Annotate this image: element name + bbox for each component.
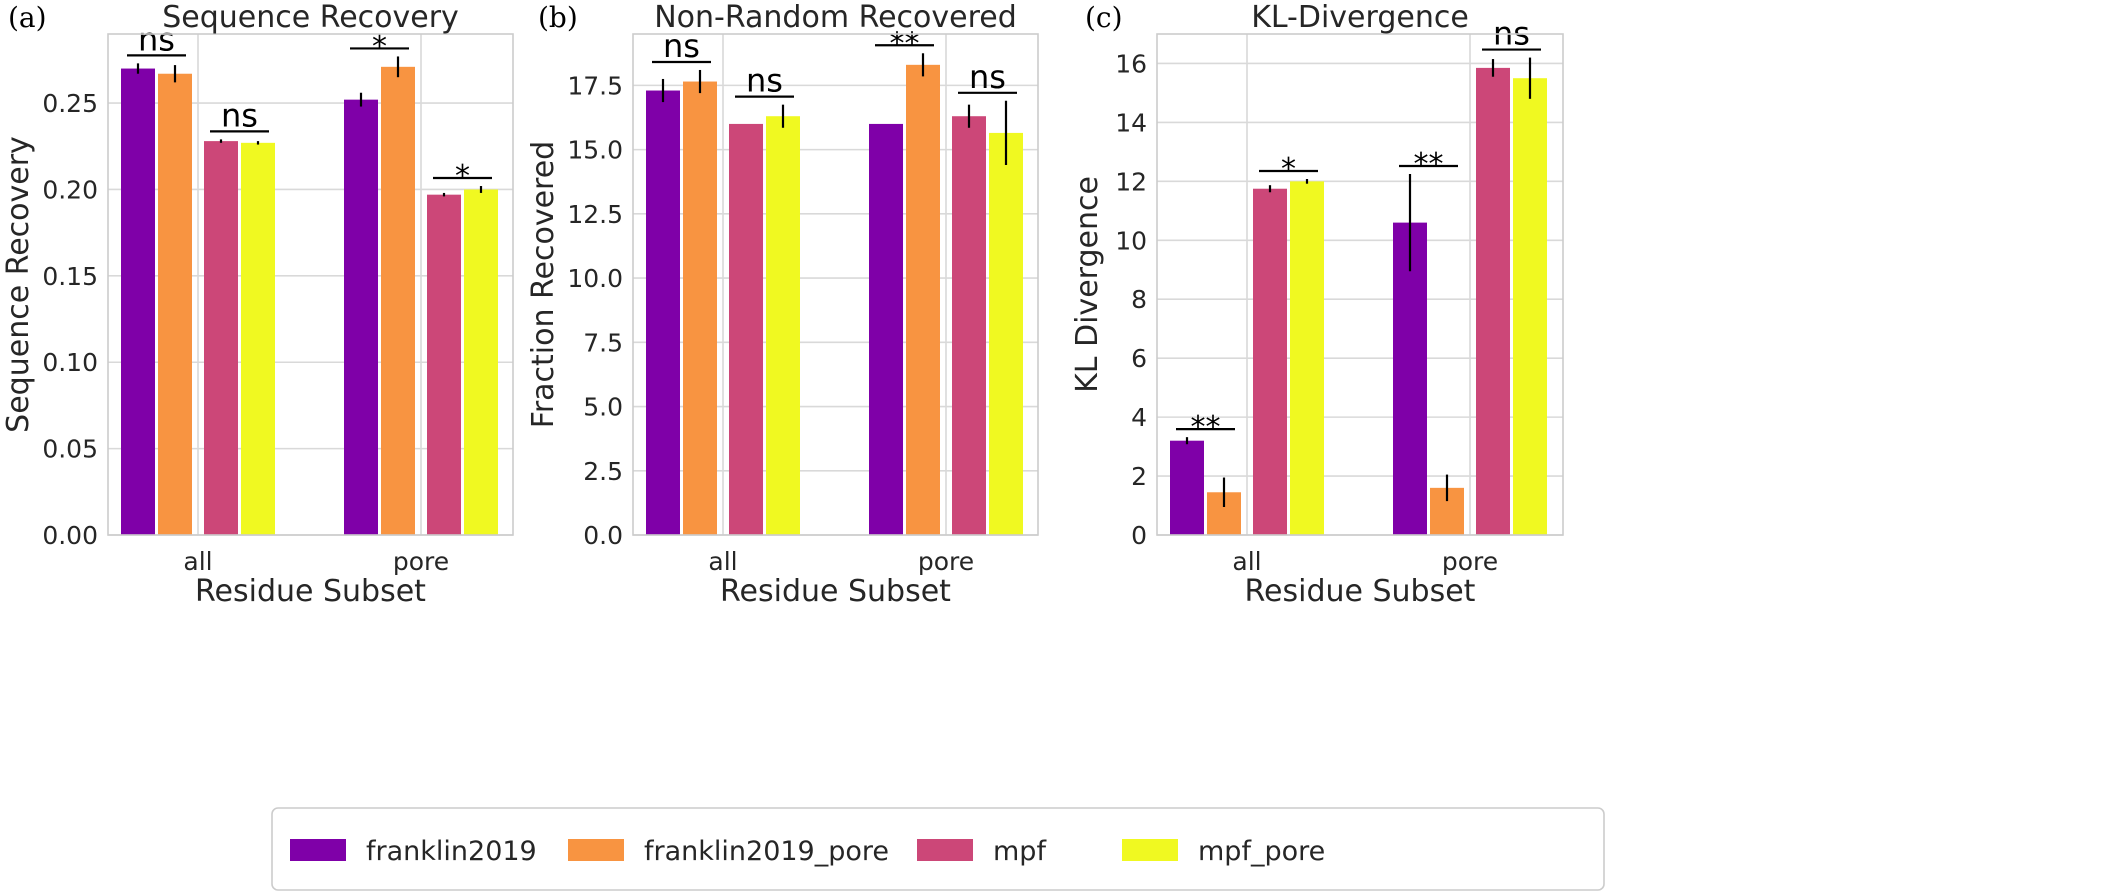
y-tick-label: 10.0: [567, 264, 623, 293]
x-axis-label: Residue Subset: [1245, 574, 1476, 609]
legend-swatch: [917, 839, 973, 861]
chart-title: Non-Random Recovered: [654, 0, 1017, 35]
panel-1: 0.00 0.05 0.10 0.15 0.20 0.25 ns ns * * all poreRes…: [1, 0, 514, 609]
bar-mpf: [952, 116, 986, 535]
significance-label: *: [1281, 152, 1296, 187]
panel-label: (c): [1085, 1, 1123, 34]
x-axis-label: Residue Subset: [195, 574, 426, 609]
x-tick-label: all: [1232, 547, 1261, 576]
bar-mpf: [427, 194, 461, 535]
bar-franklin2019: [646, 90, 680, 536]
y-tick-label: 2: [1131, 462, 1147, 491]
x-tick-label: pore: [393, 547, 449, 576]
y-tick-label: 12: [1115, 167, 1147, 196]
bar-franklin2019: [344, 99, 378, 535]
significance-label: ns: [138, 20, 175, 58]
axes-frame: [632, 33, 1039, 536]
bar-franklin2019-pore: [381, 66, 415, 536]
y-tick-label: 7.5: [583, 328, 623, 357]
bar-franklin2019: [869, 123, 903, 535]
chart-title: Sequence Recovery: [162, 0, 459, 35]
y-tick-label: 4: [1131, 403, 1147, 432]
bar-franklin2019-pore: [683, 81, 717, 536]
legend-swatch: [568, 839, 624, 861]
bar-mpf: [1253, 188, 1287, 535]
significance-label: *: [455, 159, 470, 194]
y-tick-label: 12.5: [567, 200, 623, 229]
x-tick-label: all: [708, 547, 737, 576]
y-tick-label: 6: [1131, 344, 1147, 373]
y-axis-label: Fraction Recovered: [526, 141, 561, 428]
y-tick-label: 0.0: [583, 521, 623, 550]
legend-label: franklin2019_pore: [644, 836, 889, 867]
legend-label: mpf_pore: [1198, 836, 1325, 867]
y-tick-label: 14: [1115, 108, 1147, 137]
significance-label: **: [1414, 147, 1444, 182]
bar-mpf-pore: [464, 189, 498, 535]
y-tick-label: 17.5: [567, 71, 623, 100]
y-tick-label: 2.5: [583, 457, 623, 486]
y-axis-label: KL Divergence: [1070, 176, 1105, 393]
y-tick-label: 0.15: [42, 262, 98, 291]
y-tick-label: 8: [1131, 285, 1147, 314]
panel-label: (b): [538, 1, 578, 34]
y-tick-label: 0.00: [42, 521, 98, 550]
y-tick-label: 0.20: [42, 175, 98, 204]
significance-label: **: [1191, 410, 1221, 445]
bar-franklin2019: [121, 68, 155, 535]
bar-franklin2019-pore: [906, 64, 940, 535]
y-tick-label: 0.25: [42, 89, 98, 118]
legend-label: franklin2019: [366, 836, 537, 867]
axes-frame: [1156, 33, 1564, 536]
panel-label: (a): [8, 1, 47, 34]
significance-label: ns: [746, 62, 783, 100]
bar-mpf-pore: [1290, 181, 1324, 535]
y-tick-label: 15.0: [567, 136, 623, 165]
legend: franklin2019 franklin2019_pore mpf mpf_pore: [271, 807, 1605, 891]
y-tick-label: 5.0: [583, 393, 623, 422]
significance-label: *: [372, 29, 387, 64]
bar-mpf-pore: [989, 132, 1023, 535]
legend-label: mpf: [993, 836, 1047, 867]
bar-mpf-pore: [241, 142, 275, 535]
x-axis-label: Residue Subset: [720, 574, 951, 609]
y-tick-label: 0: [1131, 521, 1147, 550]
bar-mpf: [1476, 67, 1510, 535]
y-axis-label: Sequence Recovery: [1, 136, 36, 433]
bar-franklin2019-pore: [158, 73, 192, 535]
significance-label: ns: [969, 58, 1006, 96]
bar-mpf-pore: [766, 116, 800, 535]
chart-title: KL-Divergence: [1251, 0, 1469, 35]
legend-swatch: [290, 839, 346, 861]
x-tick-label: all: [183, 547, 212, 576]
y-tick-label: 0.05: [42, 435, 98, 464]
significance-label: ns: [221, 96, 258, 134]
bar-mpf: [729, 123, 763, 535]
x-tick-label: pore: [1442, 547, 1498, 576]
bar-mpf: [204, 141, 238, 535]
y-tick-label: 16: [1115, 49, 1147, 78]
significance-label: **: [890, 26, 920, 61]
x-tick-label: pore: [918, 547, 974, 576]
y-tick-label: 10: [1115, 226, 1147, 255]
bar-mpf-pore: [1513, 78, 1547, 536]
bar-franklin2019: [1170, 440, 1204, 535]
y-tick-label: 0.10: [42, 348, 98, 377]
axes-frame: [107, 33, 514, 536]
bar-franklin2019: [1393, 222, 1427, 536]
legend-swatch: [1122, 839, 1178, 861]
